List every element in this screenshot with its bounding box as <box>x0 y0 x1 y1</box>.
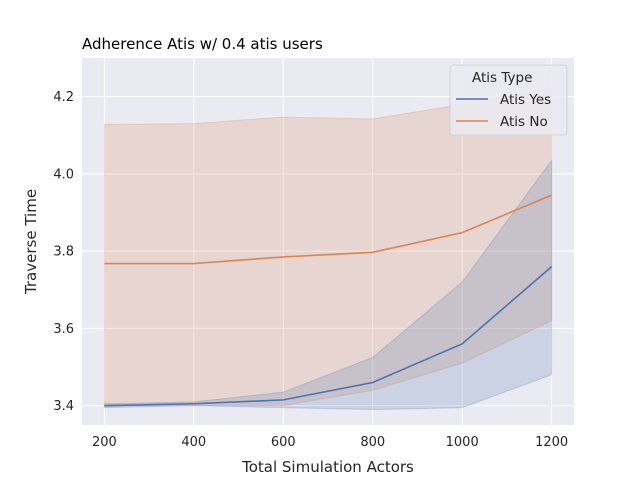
y-tick-label: 4.2 <box>53 90 74 105</box>
legend: Atis Type Atis Yes Atis No <box>449 64 568 136</box>
y-axis-ticks: 3.4 3.6 3.8 4.0 4.2 <box>53 90 74 414</box>
x-tick-label: 400 <box>181 435 206 450</box>
x-tick-label: 600 <box>271 435 296 450</box>
chart-title: Adherence Atis w/ 0.4 atis users <box>82 35 323 53</box>
y-tick-label: 3.6 <box>53 322 74 337</box>
legend-label-atis-no: Atis No <box>500 114 548 130</box>
legend-label-atis-yes: Atis Yes <box>500 92 551 108</box>
x-axis-label: Total Simulation Actors <box>241 458 414 476</box>
x-axis-ticks: 200 400 600 800 1000 1200 <box>92 435 568 450</box>
y-axis-label: Traverse Time <box>22 189 40 295</box>
x-tick-label: 1200 <box>535 435 568 450</box>
ci-band-atis-no <box>103 88 553 407</box>
series-line-atis-no <box>104 194 552 265</box>
y-tick-label: 3.8 <box>53 245 74 260</box>
confidence-bands <box>103 88 553 411</box>
legend-box <box>449 64 568 136</box>
series-line-atis-yes <box>104 266 553 407</box>
ci-band-atis-yes <box>103 158 553 411</box>
x-tick-label: 200 <box>92 435 117 450</box>
y-tick-label: 3.4 <box>53 399 74 414</box>
legend-title: Atis Type <box>472 70 532 86</box>
x-tick-label: 1000 <box>446 435 479 450</box>
series-lines <box>104 194 553 407</box>
x-tick-label: 800 <box>360 435 385 450</box>
y-tick-label: 4.0 <box>53 167 74 182</box>
